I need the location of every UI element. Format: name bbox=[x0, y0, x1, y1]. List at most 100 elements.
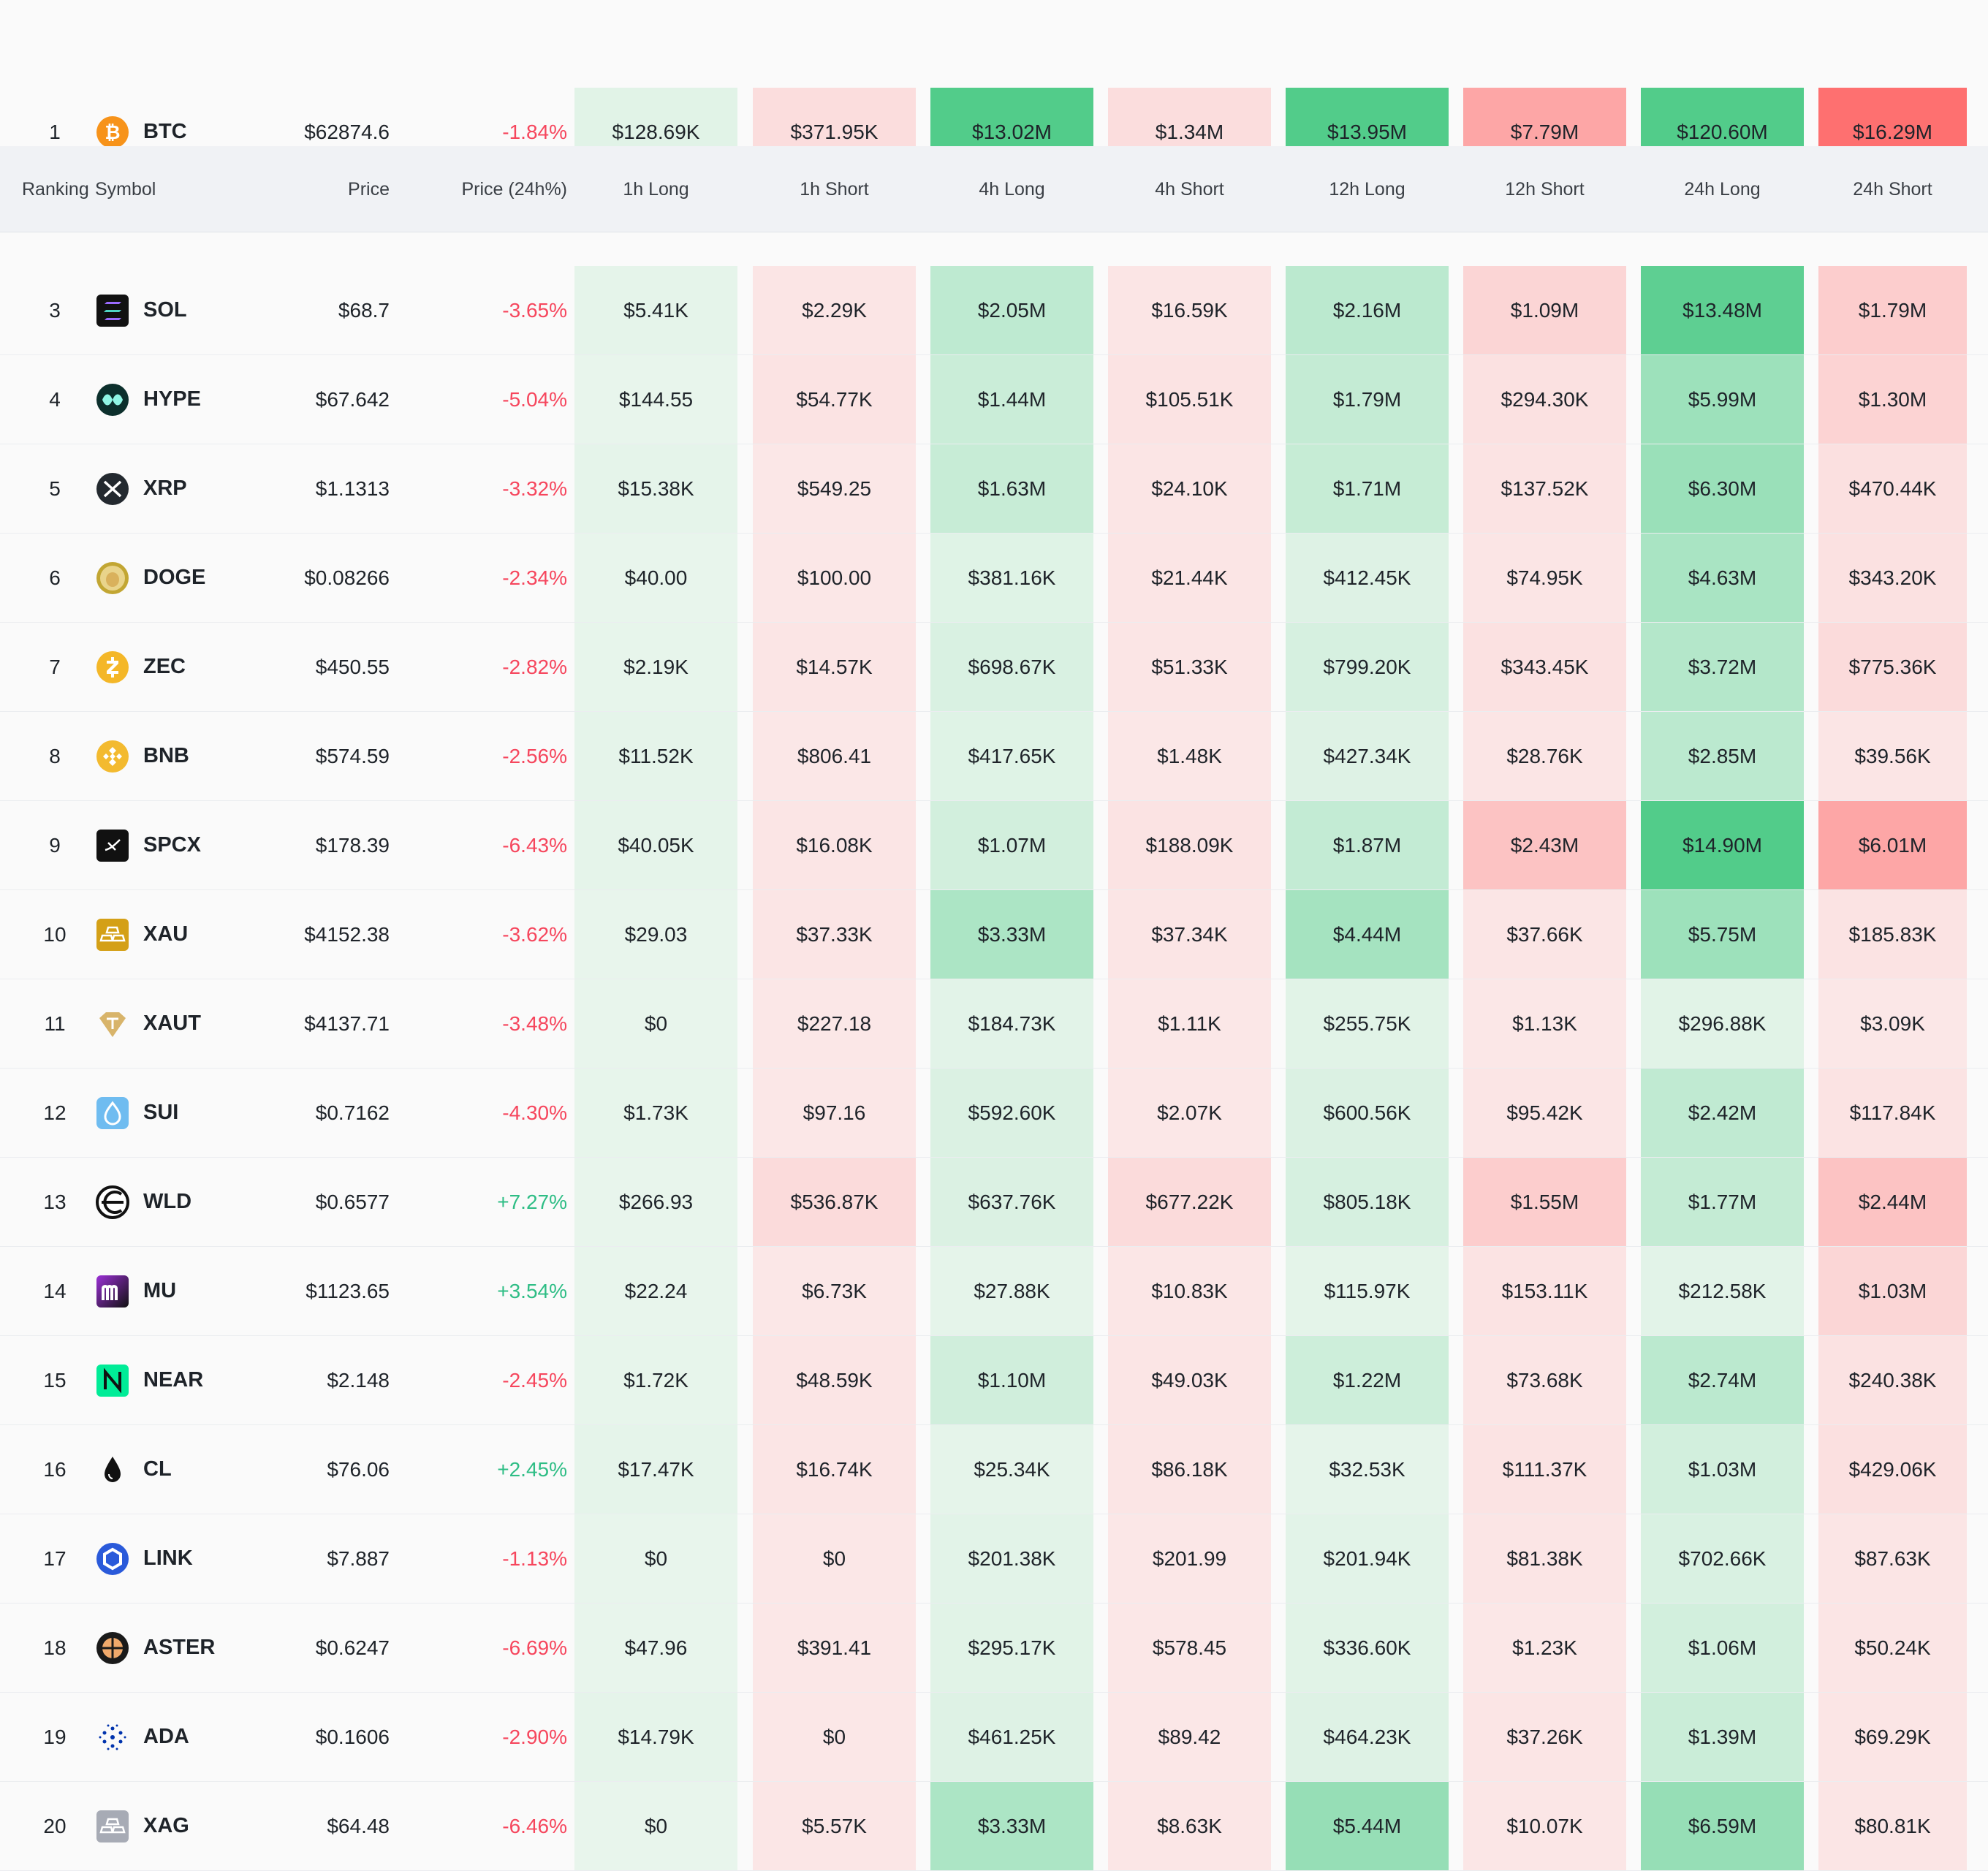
table-row[interactable]: 18 ASTER $0.6247 -6.69% $47.96 $391.41 $295.17… bbox=[0, 1604, 1988, 1693]
symbol-cell[interactable]: ASTER bbox=[95, 1604, 285, 1692]
table-row[interactable]: 5 XRP $1.1313 -3.32% $15.38K $549.25 $1.63M $24… bbox=[0, 444, 1988, 534]
cell-1h-long: $40.00 bbox=[574, 534, 737, 622]
symbol-cell[interactable]: NEAR bbox=[95, 1336, 285, 1424]
price-cell: $1123.65 bbox=[306, 1279, 390, 1302]
symbol-cell[interactable]: BNB bbox=[95, 712, 285, 800]
rank-cell: 15 bbox=[43, 1368, 67, 1392]
change-cell: +3.54% bbox=[497, 1279, 567, 1302]
table-row[interactable]: 11 XAUT $4137.71 -3.48% $0 $227.18 $184.73K $1.… bbox=[0, 979, 1988, 1069]
sol-icon bbox=[95, 293, 130, 328]
rank-cell: 20 bbox=[43, 1814, 67, 1837]
header-4h-long[interactable]: 4h Long bbox=[979, 178, 1045, 200]
cell-1h-short: $97.16 bbox=[753, 1069, 916, 1157]
cell-4h-short: $16.59K bbox=[1108, 266, 1271, 354]
cell-12h-long: $1.87M bbox=[1286, 801, 1449, 889]
cell-12h-short: $37.26K bbox=[1463, 1693, 1626, 1781]
table-row[interactable]: 12 SUI $0.7162 -4.30% $1.73K $97.16 $592.60K $2… bbox=[0, 1069, 1988, 1158]
symbol-label: XAU bbox=[143, 922, 189, 946]
cell-4h-short: $24.10K bbox=[1108, 444, 1271, 533]
header-change[interactable]: Price (24h%) bbox=[461, 178, 568, 200]
xrp-icon bbox=[95, 471, 130, 506]
cell-4h-short: $51.33K bbox=[1108, 623, 1271, 711]
symbol-cell[interactable]: ₿ BTC bbox=[95, 88, 285, 176]
header-24h-short[interactable]: 24h Short bbox=[1853, 178, 1932, 200]
table-row[interactable]: 9 SPCX $178.39 -6.43% $40.05K $16.08K $1.07M $1… bbox=[0, 801, 1988, 890]
symbol-cell[interactable]: XAU bbox=[95, 890, 285, 979]
header-ranking[interactable]: Ranking bbox=[22, 178, 89, 200]
symbol-cell[interactable]: HYPE bbox=[95, 355, 285, 444]
symbol-label: BNB bbox=[143, 744, 189, 767]
table-row[interactable]: 16 CL $76.06 +2.45% $17.47K $16.74K $25.34K $86… bbox=[0, 1425, 1988, 1514]
header-1h-short[interactable]: 1h Short bbox=[800, 178, 869, 200]
symbol-cell[interactable]: XAG bbox=[95, 1782, 285, 1870]
cell-1h-short: $16.74K bbox=[753, 1425, 916, 1514]
header-24h-long[interactable]: 24h Long bbox=[1684, 178, 1761, 200]
table-row[interactable]: 19 ADA $0.1606 -2.90% $14.79K $0 $461.25K $89.4… bbox=[0, 1693, 1988, 1782]
cell-4h-long: $592.60K bbox=[930, 1069, 1093, 1157]
symbol-label: LINK bbox=[143, 1546, 193, 1570]
table-row[interactable]: 1 ₿ BTC $62874.6 -1.84% $128.69K $371.95K $13.0… bbox=[0, 88, 1988, 177]
cell-12h-long: $805.18K bbox=[1286, 1158, 1449, 1246]
cell-4h-short: $86.18K bbox=[1108, 1425, 1271, 1514]
cell-4h-short: $201.99 bbox=[1108, 1514, 1271, 1603]
aster-icon bbox=[95, 1631, 130, 1666]
cell-12h-long: $1.79M bbox=[1286, 355, 1449, 444]
cell-24h-short: $1.30M bbox=[1818, 355, 1967, 444]
symbol-cell[interactable]: ADA bbox=[95, 1693, 285, 1781]
table-row[interactable]: 10 XAU $4152.38 -3.62% $29.03 $37.33K $3.33M $3… bbox=[0, 890, 1988, 979]
near-icon bbox=[95, 1363, 130, 1398]
header-12h-short[interactable]: 12h Short bbox=[1505, 178, 1585, 200]
table-row[interactable]: 13 WLD $0.6577 +7.27% $266.93 $536.87K $637.76… bbox=[0, 1158, 1988, 1247]
symbol-cell[interactable]: DOGE bbox=[95, 534, 285, 622]
cell-12h-long: $427.34K bbox=[1286, 712, 1449, 800]
rank-cell: 6 bbox=[49, 566, 61, 589]
table-row[interactable]: 3 SOL $68.7 -3.65% $5.41K $2.29K $2.05M $16.59K… bbox=[0, 266, 1988, 355]
cell-4h-long: $3.33M bbox=[930, 890, 1093, 979]
cell-4h-short: $89.42 bbox=[1108, 1693, 1271, 1781]
change-cell: -6.46% bbox=[502, 1814, 567, 1837]
cell-12h-long: $1.22M bbox=[1286, 1336, 1449, 1424]
symbol-cell[interactable]: SOL bbox=[95, 266, 285, 354]
cell-12h-short: $37.66K bbox=[1463, 890, 1626, 979]
table-row[interactable]: 20 XAG $64.48 -6.46% $0 $5.57K $3.33M $8.63K $5.… bbox=[0, 1782, 1988, 1871]
header-12h-long[interactable]: 12h Long bbox=[1329, 178, 1405, 200]
cell-24h-long: $2.85M bbox=[1641, 712, 1804, 800]
cell-4h-short: $1.48K bbox=[1108, 712, 1271, 800]
table-row[interactable]: 7 ZEC $450.55 -2.82% $2.19K $14.57K $698.67K $5… bbox=[0, 623, 1988, 712]
symbol-cell[interactable]: MU bbox=[95, 1247, 285, 1335]
table-row[interactable]: 4 HYPE $67.642 -5.04% $144.55 $54.77K $1.44M $1… bbox=[0, 355, 1988, 444]
cell-12h-long: $336.60K bbox=[1286, 1604, 1449, 1692]
header-4h-short[interactable]: 4h Short bbox=[1155, 178, 1224, 200]
header-price[interactable]: Price bbox=[348, 178, 390, 200]
cell-12h-long: $1.71M bbox=[1286, 444, 1449, 533]
cell-4h-long: $2.05M bbox=[930, 266, 1093, 354]
symbol-cell[interactable]: LINK bbox=[95, 1514, 285, 1603]
table-row[interactable]: 14 MU $1123.65 +3.54% $22.24 $6.73K $27.88K $10… bbox=[0, 1247, 1988, 1336]
symbol-cell[interactable]: ZEC bbox=[95, 623, 285, 711]
table-row[interactable]: 17 LINK $7.887 -1.13% $0 $0 $201.38K $201.99 $20… bbox=[0, 1514, 1988, 1604]
symbol-cell[interactable]: XAUT bbox=[95, 979, 285, 1068]
symbol-cell[interactable]: CL bbox=[95, 1425, 285, 1514]
table-row[interactable]: 15 NEAR $2.148 -2.45% $1.72K $48.59K $1.10M $49… bbox=[0, 1336, 1988, 1425]
table-row[interactable]: 8 BNB $574.59 -2.56% $11.52K $806.41 $417.65K $… bbox=[0, 712, 1988, 801]
symbol-label: WLD bbox=[143, 1190, 192, 1213]
header-1h-long[interactable]: 1h Long bbox=[623, 178, 689, 200]
change-cell: -3.62% bbox=[502, 922, 567, 946]
change-cell: -4.30% bbox=[502, 1101, 567, 1124]
symbol-cell[interactable]: WLD bbox=[95, 1158, 285, 1246]
cell-12h-long: $2.16M bbox=[1286, 266, 1449, 354]
cell-24h-short: $117.84K bbox=[1818, 1069, 1967, 1157]
symbol-cell[interactable]: SUI bbox=[95, 1069, 285, 1157]
cell-24h-short: $1.03M bbox=[1818, 1247, 1967, 1335]
cell-1h-long: $0 bbox=[574, 1514, 737, 1603]
symbol-label: SPCX bbox=[143, 833, 201, 857]
header-symbol[interactable]: Symbol bbox=[95, 178, 156, 200]
symbol-label: ASTER bbox=[143, 1636, 216, 1659]
table-row[interactable]: 6 DOGE $0.08266 -2.34% $40.00 $100.00 $381.16K… bbox=[0, 534, 1988, 623]
price-cell: $64.48 bbox=[327, 1814, 390, 1837]
symbol-cell[interactable]: SPCX bbox=[95, 801, 285, 889]
symbol-label: MU bbox=[143, 1279, 177, 1302]
symbol-cell[interactable]: XRP bbox=[95, 444, 285, 533]
change-cell: -6.43% bbox=[502, 833, 567, 857]
symbol-label: HYPE bbox=[143, 387, 201, 411]
